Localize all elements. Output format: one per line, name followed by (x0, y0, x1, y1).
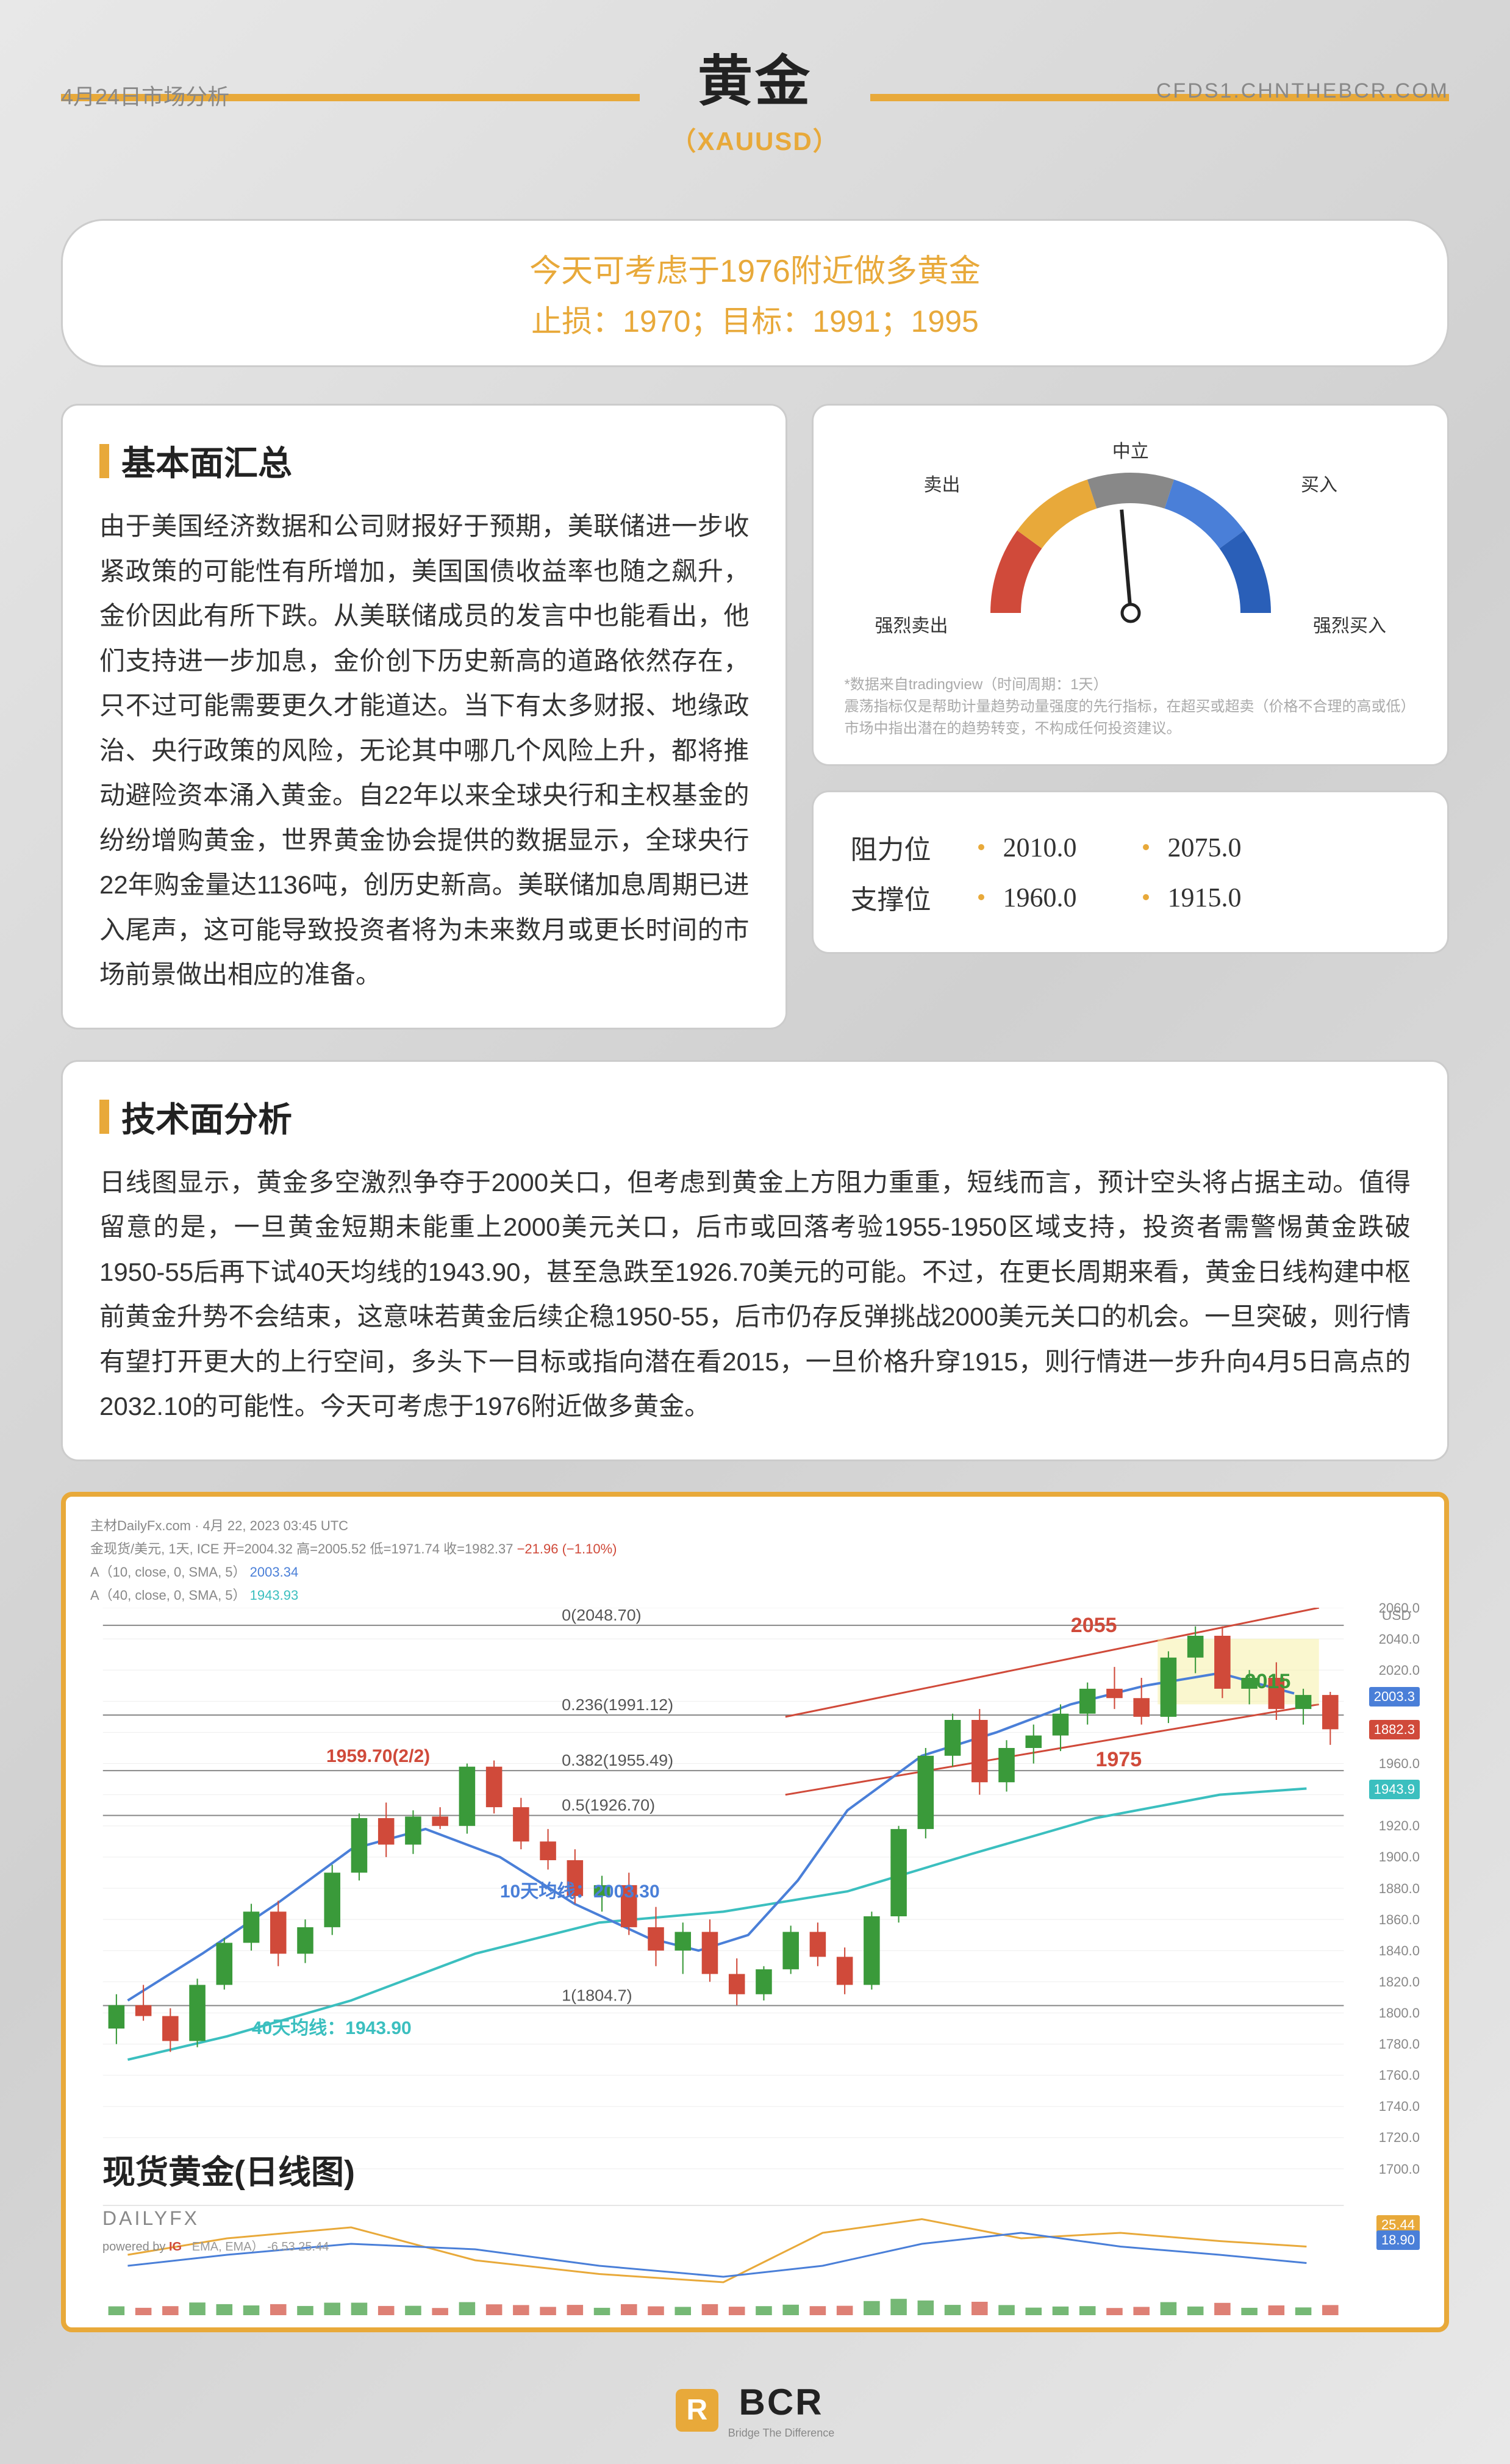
chart-title: 现货黄金(日线图) (102, 2145, 355, 2193)
gauge-disclaimer: *数据来自tradingview（时间周期：1天） 震荡指标仅是帮助计量趋势动量… (844, 674, 1417, 740)
signal-sl-tp: 止损：1970；目标：1991；1995 (112, 297, 1398, 341)
gauge-strong-buy: 强烈买入 (1313, 611, 1386, 637)
levels-card: 阻力位 2010.0 2075.0 支撑位 1960.0 1915.0 (812, 790, 1449, 954)
svg-text:0.5(1926.70): 0.5(1926.70) (562, 1796, 655, 1814)
signal-entry: 今天可考虑于1976附近做多黄金 (112, 245, 1398, 291)
chart-annotation: 10天均线：2003.30 (500, 1876, 660, 1903)
dot-icon (1143, 844, 1149, 850)
sentiment-gauge: 强烈卖出 卖出 中立 买入 强烈买入 (844, 430, 1417, 662)
fundamental-card: 基本面汇总 由于美国经济数据和公司财报好于预期，美联储进一步收紧政策的可能性有所… (61, 404, 787, 1030)
svg-text:0(2048.70): 0(2048.70) (562, 1608, 641, 1624)
chart-ma10-meta: A（10, close, 0, SMA, 5） 2003.34 (90, 1561, 1420, 1581)
fundamental-text: 由于美国经济数据和公司财报好于预期，美联储进一步收紧政策的可能性有所增加，美国国… (99, 504, 749, 997)
resistance-1: 2010.0 (1003, 832, 1125, 863)
chart-y-axis: 1700.01720.01740.01760.01780.01800.01820… (1353, 1608, 1420, 2169)
support-row: 支撑位 1960.0 1915.0 (850, 878, 1411, 917)
svg-text:1(1804.7): 1(1804.7) (562, 1986, 632, 2004)
chart-ma40-meta: A（40, close, 0, SMA, 5） 1943.93 (90, 1585, 1420, 1604)
dot-icon (978, 894, 984, 900)
chart-card: 主材DailyFx.com · 4月 22, 2023 03:45 UTC 金现… (61, 1492, 1449, 2332)
technical-card: 技术面分析 日线图显示，黄金多空激烈争夺于2000关口，但考虑到黄金上方阻力重重… (61, 1060, 1449, 1461)
chart-annotation: 1975 (1095, 1748, 1142, 1772)
dot-icon (978, 844, 984, 850)
svg-text:0.382(1955.49): 0.382(1955.49) (562, 1751, 673, 1769)
trade-signal: 今天可考虑于1976附近做多黄金 止损：1970；目标：1991；1995 (61, 219, 1449, 367)
resistance-label: 阻力位 (850, 828, 960, 867)
date-label: 4月24日市场分析 (61, 79, 229, 111)
support-1: 1960.0 (1003, 882, 1125, 913)
logo-icon: R (676, 2389, 718, 2432)
footer: R BCR Bridge The Difference (61, 2381, 1449, 2440)
gauge-neutral: 中立 (1112, 436, 1149, 463)
footer-brand: BCR (728, 2381, 834, 2423)
support-label: 支撑位 (850, 878, 960, 917)
svg-text:0.236(1991.12): 0.236(1991.12) (562, 1696, 673, 1713)
chart-annotation: 40天均线：1943.90 (252, 2013, 412, 2040)
chart-annotation: 1959.70(2/2) (326, 1746, 430, 1767)
price-chart: USD0(2048.70)0.236(1991.12)0.382(1955.49… (90, 1608, 1420, 2315)
page-title: 黄金 (670, 37, 839, 116)
gauge-strong-sell: 强烈卖出 (875, 611, 948, 637)
chart-source: 主材DailyFx.com · 4月 22, 2023 03:45 UTC (90, 1515, 1420, 1535)
symbol: （XAUUSD） (670, 121, 839, 158)
dot-icon (1143, 894, 1149, 900)
gauge-sell: 卖出 (923, 470, 960, 496)
site-url: CFDS1.CHNTHEBCR.COM (1156, 79, 1449, 103)
resistance-2: 2075.0 (1167, 832, 1289, 863)
technical-text: 日线图显示，黄金多空激烈争夺于2000关口，但考虑到黄金上方阻力重重，短线而言，… (99, 1160, 1411, 1429)
title-block: 黄金 （XAUUSD） (640, 37, 870, 158)
chart-indicator-label: powered by IG EMA, EMA） -6.53 25.44 (102, 2237, 329, 2254)
technical-title: 技术面分析 (99, 1092, 1411, 1142)
resistance-row: 阻力位 2010.0 2075.0 (850, 828, 1411, 867)
chart-ohlc: 金现货/美元, 1天, ICE 开=2004.32 高=2005.52 低=19… (90, 1538, 1420, 1558)
chart-brand: DAILYFX (102, 2207, 199, 2230)
chart-annotation: 2015 (1245, 1670, 1291, 1694)
support-2: 1915.0 (1167, 882, 1289, 913)
footer-tagline: Bridge The Difference (728, 2427, 834, 2440)
chart-annotation: 2055 (1071, 1614, 1117, 1638)
sentiment-gauge-card: 强烈卖出 卖出 中立 买入 强烈买入 *数据来自tradingview（时间周期… (812, 404, 1449, 766)
gauge-buy: 买入 (1301, 470, 1337, 496)
fundamental-title: 基本面汇总 (99, 436, 749, 485)
